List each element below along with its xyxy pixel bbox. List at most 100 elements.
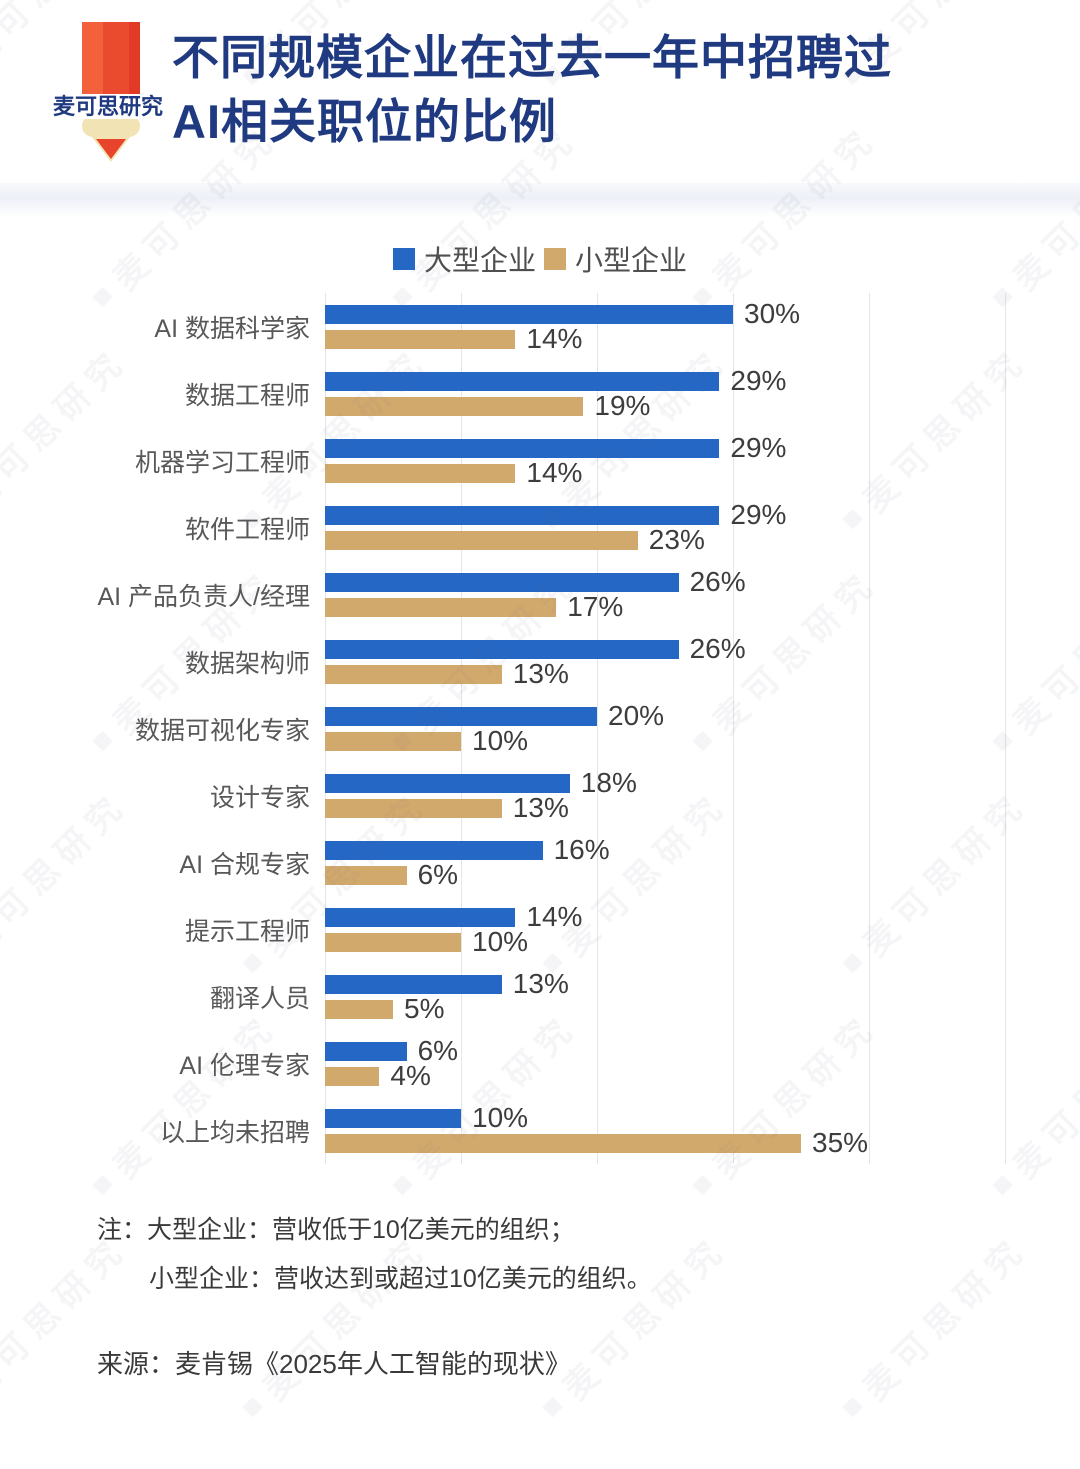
- bar-line: 19%: [325, 392, 1005, 420]
- category-label: 数据可视化专家: [134, 716, 310, 745]
- bar-line: 30%: [325, 300, 1005, 328]
- bar: [325, 329, 516, 349]
- chart-row: 翻译人员 13% 5%: [85, 963, 1005, 1030]
- chart-row: 数据可视化专家 20% 10%: [85, 695, 1005, 762]
- bar-value-label: 16%: [553, 834, 610, 865]
- watermark-logo-icon: ■: [533, 1388, 571, 1425]
- bar-line: 35%: [325, 1129, 1005, 1157]
- bar-line: 4%: [325, 1062, 1005, 1090]
- bar-group: 29% 14%: [325, 434, 1005, 487]
- chart-row: AI 伦理专家 6% 4%: [85, 1030, 1005, 1097]
- page-title: 不同规模企业在过去一年中招聘过 AI相关职位的比例: [172, 26, 892, 154]
- legend-item: 大型企业: [392, 239, 536, 279]
- bar: [325, 639, 679, 659]
- bar-value-label: 26%: [689, 633, 746, 664]
- category-label: 设计专家: [209, 783, 310, 812]
- category-label: 机器学习工程师: [134, 448, 310, 477]
- bar-line: 26%: [325, 568, 1005, 596]
- bar-group: 29% 23%: [325, 501, 1005, 554]
- bar-value-label: 13%: [512, 792, 569, 823]
- header: 麦可思研究 不同规模企业在过去一年中招聘过 AI相关职位的比例: [0, 0, 1080, 185]
- bar-line: 29%: [325, 501, 1005, 529]
- chart-row: 数据架构师 26% 13%: [85, 628, 1005, 695]
- bar: [325, 865, 407, 885]
- bar-value-label: 29%: [730, 365, 787, 396]
- bar-value-label: 13%: [512, 968, 569, 999]
- bar: [325, 664, 502, 684]
- bar: [325, 1133, 801, 1153]
- bar: [325, 371, 720, 391]
- category-label: 软件工程师: [184, 515, 310, 544]
- chart-row: 机器学习工程师 29% 14%: [85, 427, 1005, 494]
- bar-line: 16%: [325, 836, 1005, 864]
- chart-row: 数据工程师 29% 19%: [85, 360, 1005, 427]
- bar-line: 29%: [325, 434, 1005, 462]
- chart-row: AI 数据科学家 30% 14%: [85, 293, 1005, 360]
- bar-group: 30% 14%: [325, 300, 1005, 353]
- bar: [325, 505, 720, 525]
- bar-line: 13%: [325, 794, 1005, 822]
- bar: [325, 1108, 461, 1128]
- bar-group: 13% 5%: [325, 970, 1005, 1023]
- category-label: AI 伦理专家: [179, 1051, 310, 1080]
- bar-value-label: 18%: [580, 767, 637, 798]
- bar-value-label: 23%: [648, 524, 705, 555]
- bar-value-label: 30%: [744, 298, 801, 329]
- bar-line: 17%: [325, 593, 1005, 621]
- bar-line: 6%: [325, 861, 1005, 889]
- bar-value-label: 35%: [812, 1127, 869, 1158]
- bar: [325, 396, 584, 416]
- bar: [325, 304, 733, 324]
- category-label: AI 数据科学家: [154, 314, 310, 343]
- bar-value-label: 14%: [526, 457, 583, 488]
- watermark-tile: ■麦可思研究: [829, 1223, 1037, 1431]
- bar-group: 18% 13%: [325, 769, 1005, 822]
- bar-line: 13%: [325, 970, 1005, 998]
- gridline: [461, 293, 462, 1164]
- bar-chart: AI 数据科学家 30% 14% 数据工程师 29% 19% 机器学习工程师 29% 14% 软件…: [85, 293, 1006, 1164]
- bar-line: 10%: [325, 1104, 1005, 1132]
- category-label: 以上均未招聘: [159, 1118, 310, 1147]
- watermark-text: 麦可思研究: [856, 1228, 1036, 1408]
- bar-value-label: 14%: [526, 901, 583, 932]
- watermark-text: 麦可思研究: [1006, 562, 1080, 742]
- header-divider: [0, 183, 1080, 217]
- bar-line: 29%: [325, 367, 1005, 395]
- bar: [325, 463, 516, 483]
- category-label: AI 合规专家: [179, 850, 310, 879]
- bar-line: 10%: [325, 928, 1005, 956]
- bar-value-label: 13%: [512, 658, 569, 689]
- logo-text: 麦可思研究: [53, 94, 163, 119]
- bar-group: 10% 35%: [325, 1104, 1005, 1157]
- legend-label: 大型企业: [423, 245, 536, 276]
- chart-row: 以上均未招聘 10% 35%: [85, 1097, 1005, 1164]
- bar-value-label: 20%: [608, 700, 665, 731]
- gridline: [733, 293, 734, 1164]
- legend-swatch: [392, 248, 415, 270]
- gridline: [869, 293, 870, 1164]
- bar-group: 29% 19%: [325, 367, 1005, 420]
- category-label: 数据架构师: [184, 649, 310, 678]
- chart-row: 设计专家 18% 13%: [85, 762, 1005, 829]
- bar-value-label: 29%: [730, 499, 787, 530]
- bar-value-label: 5%: [404, 993, 445, 1024]
- footnote-line1: 注：大型企业：营收低于10亿美元的组织；: [97, 1216, 575, 1244]
- bar-group: 16% 6%: [325, 836, 1005, 889]
- category-label: 提示工程师: [184, 917, 310, 946]
- chart-rows: AI 数据科学家 30% 14% 数据工程师 29% 19% 机器学习工程师 29% 14% 软件…: [85, 293, 1005, 1164]
- pencil-heart-logo-icon: 麦可思研究: [46, 22, 171, 162]
- watermark-logo-icon: ■: [383, 1166, 421, 1203]
- bar: [325, 572, 679, 592]
- bar: [325, 773, 570, 793]
- bar-line: 10%: [325, 727, 1005, 755]
- source-text: 来源：麦肯锡《2025年人工智能的现状》: [97, 1349, 571, 1379]
- bar: [325, 932, 461, 952]
- bar: [325, 731, 461, 751]
- footnote-line2: 小型企业：营收达到或超过10亿美元的组织。: [149, 1265, 652, 1293]
- bar-line: 13%: [325, 660, 1005, 688]
- bar-value-label: 4%: [390, 1060, 431, 1091]
- bar: [325, 530, 638, 550]
- watermark-logo-icon: ■: [233, 1388, 271, 1425]
- bar: [325, 798, 502, 818]
- bar-value-label: 29%: [730, 432, 787, 463]
